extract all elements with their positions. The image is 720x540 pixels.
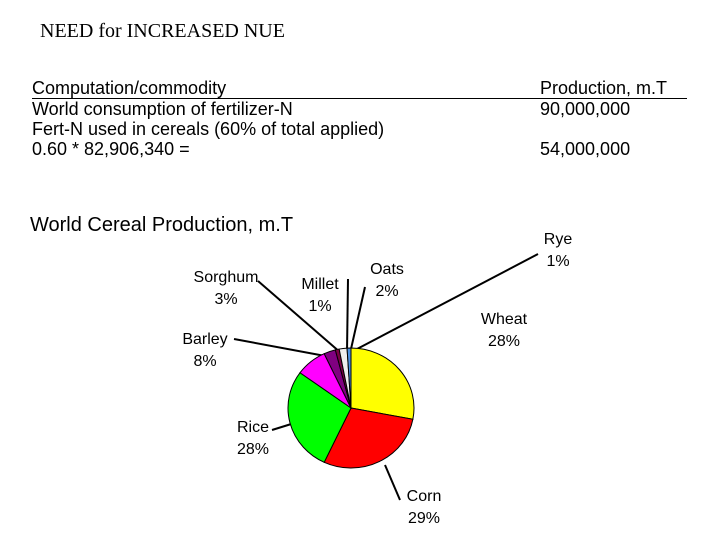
slice-percent-sorghum: 3% bbox=[214, 291, 237, 308]
leader-line-oats bbox=[350, 286, 366, 350]
slice-percent-barley: 8% bbox=[193, 353, 216, 370]
computation-header: Computation/commodity Production, m.T bbox=[32, 78, 687, 99]
row-label: Fert-N used in cereals (60% of total app… bbox=[32, 119, 385, 139]
leader-line-millet bbox=[346, 278, 349, 353]
slice-name-barley: Barley bbox=[182, 331, 227, 348]
row-label: 0.60 * 82,906,340 = bbox=[32, 139, 190, 159]
computation-row: 0.60 * 82,906,340 = 54,000,000 bbox=[32, 139, 687, 159]
leader-line-rye bbox=[356, 253, 539, 350]
header-production: Production, m.T bbox=[540, 78, 668, 98]
slice-name-millet: Millet bbox=[301, 276, 339, 293]
slice-percent-oats: 2% bbox=[375, 283, 398, 300]
row-label: World consumption of fertilizer-N bbox=[32, 99, 293, 119]
slice-name-corn: Corn bbox=[407, 488, 442, 505]
header-computation: Computation/commodity bbox=[32, 78, 227, 98]
slice-percent-corn: 29% bbox=[408, 510, 440, 527]
pie-slice-corn bbox=[323, 407, 414, 469]
slice-name-wheat: Wheat bbox=[481, 311, 528, 328]
leader-line-sorghum bbox=[257, 280, 342, 354]
row-value: 90,000,000 bbox=[540, 99, 631, 119]
slice-name-sorghum: Sorghum bbox=[194, 269, 259, 286]
row-value: 54,000,000 bbox=[540, 139, 631, 159]
chart-title: World Cereal Production, m.T bbox=[30, 214, 294, 236]
slide-title: NEED for INCREASED NUE bbox=[40, 20, 285, 42]
slice-name-rice: Rice bbox=[237, 419, 269, 436]
pie-slice-wheat bbox=[350, 347, 415, 420]
pie-slice-rye bbox=[346, 347, 352, 409]
leader-line-barley bbox=[233, 338, 337, 359]
slice-percent-rice: 28% bbox=[237, 441, 269, 458]
pie-slice-rice bbox=[287, 372, 352, 463]
slice-name-rye: Rye bbox=[544, 231, 573, 248]
slice-percent-millet: 1% bbox=[308, 298, 331, 315]
slice-percent-wheat: 28% bbox=[488, 333, 520, 350]
computation-row: World consumption of fertilizer-N 90,000… bbox=[32, 99, 687, 119]
slice-percent-rye: 1% bbox=[546, 253, 569, 270]
leader-line-corn bbox=[384, 464, 401, 501]
computation-table: Computation/commodity Production, m.T Wo… bbox=[32, 78, 687, 159]
computation-row: Fert-N used in cereals (60% of total app… bbox=[32, 119, 687, 139]
slice-name-oats: Oats bbox=[370, 261, 404, 278]
